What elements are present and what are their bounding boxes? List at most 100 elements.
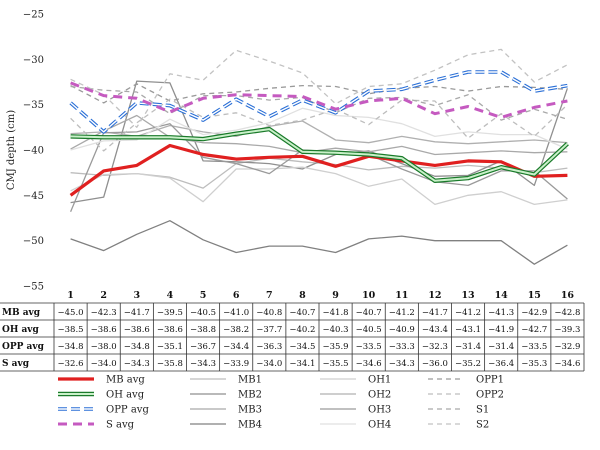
series-opp-avg (69, 70, 568, 134)
series-line-oh4 (70, 107, 568, 151)
table-cell: −34.6 (356, 359, 382, 369)
table-cell: −36.0 (422, 359, 448, 369)
series-oh-avg (70, 126, 569, 184)
series-line-s-avg (70, 81, 568, 119)
x-tick-label: 14 (495, 290, 509, 301)
table-cell: −42.9 (521, 308, 547, 318)
x-tick-label: 15 (528, 290, 541, 301)
series-line-opp-avg (70, 71, 568, 133)
table-cell: −34.5 (289, 342, 315, 352)
table-cell: −40.3 (323, 325, 349, 335)
table-cell: −36.3 (256, 342, 282, 352)
table-cell: −33.9 (223, 359, 249, 369)
table-cell: −31.4 (488, 342, 514, 352)
x-tick-label: 4 (167, 290, 174, 301)
table-cell: −41.2 (455, 308, 481, 318)
table-cell: −33.5 (521, 342, 547, 352)
y-tick-label: −40 (23, 146, 44, 157)
table-cell: −35.9 (323, 342, 349, 352)
table-cell: −34.3 (124, 359, 150, 369)
x-tick-label: 1 (67, 290, 74, 301)
table-cell: −38.0 (91, 342, 117, 352)
table-row-label: MB avg (2, 308, 41, 318)
legend-label: S avg (106, 420, 135, 431)
table-cell: −40.5 (356, 325, 382, 335)
table-cell: −34.3 (389, 359, 415, 369)
x-tick-label: 7 (266, 290, 273, 301)
table-cell: −41.7 (422, 308, 448, 318)
legend-item-opp1: OPP1 (428, 375, 504, 386)
x-tick-label: 12 (428, 290, 441, 301)
table-cell: −38.6 (157, 325, 183, 335)
table-cell: −36.4 (488, 359, 514, 369)
legend-label: MB3 (238, 405, 262, 416)
series-opp2 (70, 98, 568, 152)
y-axis: −25 −30 −35 −40 −45 −50 −55 (23, 10, 44, 293)
table-cell: −33.5 (356, 342, 382, 352)
legend: MB avg OH avg OPP avg S avg MB1 MB2 MB3 MB4 OH1 O… (58, 375, 504, 431)
table-cell: −42.3 (91, 308, 117, 318)
x-tick-label: 13 (461, 290, 474, 301)
legend-label: OH avg (106, 390, 145, 401)
x-tick-label: 9 (332, 290, 339, 301)
table-cell: −38.2 (223, 325, 249, 335)
legend-label: OPP avg (106, 405, 149, 416)
table-cell: −39.3 (554, 325, 580, 335)
x-tick-label: 16 (561, 290, 575, 301)
plot-area (69, 48, 569, 265)
y-tick-label: −50 (23, 236, 44, 247)
table-cell: −40.2 (289, 325, 315, 335)
legend-label: OPP1 (476, 375, 504, 386)
table-cell: −40.9 (389, 325, 415, 335)
table-cell: −35.8 (157, 359, 183, 369)
x-tick-label: 5 (200, 290, 207, 301)
series-line-oh1 (70, 166, 568, 206)
legend-item-mb-avg: MB avg (58, 375, 145, 386)
legend-item-s-avg: S avg (58, 420, 135, 431)
series-line-mb-avg (69, 143, 568, 197)
table-cell: −38.8 (190, 325, 216, 335)
y-tick-label: −45 (23, 191, 44, 202)
legend-label: OH1 (368, 375, 391, 386)
table-row-label: S avg (2, 359, 30, 369)
table-cell: −45.0 (58, 308, 84, 318)
y-tick-label: −25 (23, 10, 44, 21)
table-cell: −43.1 (455, 325, 481, 335)
series-oh2 (70, 120, 568, 145)
table-cell: −41.3 (488, 308, 514, 318)
x-tick-label: 6 (233, 290, 240, 301)
legend-label: MB4 (238, 420, 262, 431)
x-tick-label: 3 (134, 290, 141, 301)
table-cell: −40.5 (190, 308, 216, 318)
table-cell: −35.3 (521, 359, 547, 369)
table-cell: −34.8 (58, 342, 84, 352)
legend-item-s2: S2 (428, 420, 489, 431)
table-cell: −39.5 (157, 308, 183, 318)
legend-label: OH2 (368, 390, 391, 401)
y-tick-label: −55 (23, 282, 44, 293)
table-cell: −33.3 (389, 342, 415, 352)
table-cell: −35.5 (323, 359, 349, 369)
legend-item-mb2: MB2 (190, 390, 262, 401)
table-cell: −40.7 (289, 308, 315, 318)
legend-item-oh4: OH4 (320, 420, 391, 431)
table-cell: −34.3 (190, 359, 216, 369)
table-cell: −38.5 (58, 325, 84, 335)
y-axis-label: CMJ depth (cm) (6, 110, 17, 190)
legend-label: OH3 (368, 405, 391, 416)
table-cell: −35.1 (157, 342, 183, 352)
table-cell: −43.4 (422, 325, 448, 335)
legend-label: MB1 (238, 375, 262, 386)
table-cell: −42.8 (554, 308, 580, 318)
table-cell: −40.8 (256, 308, 282, 318)
legend-item-mb4: MB4 (190, 420, 262, 431)
table-cell: −34.6 (554, 359, 580, 369)
table-cell: −41.0 (223, 308, 249, 318)
series-line-oh2 (70, 120, 568, 145)
series-line-oh-avg (70, 128, 569, 182)
series-line-opp2 (70, 98, 568, 152)
table-cell: −37.7 (256, 325, 282, 335)
series-line-mb4 (70, 220, 568, 265)
series-mb4 (70, 220, 568, 265)
